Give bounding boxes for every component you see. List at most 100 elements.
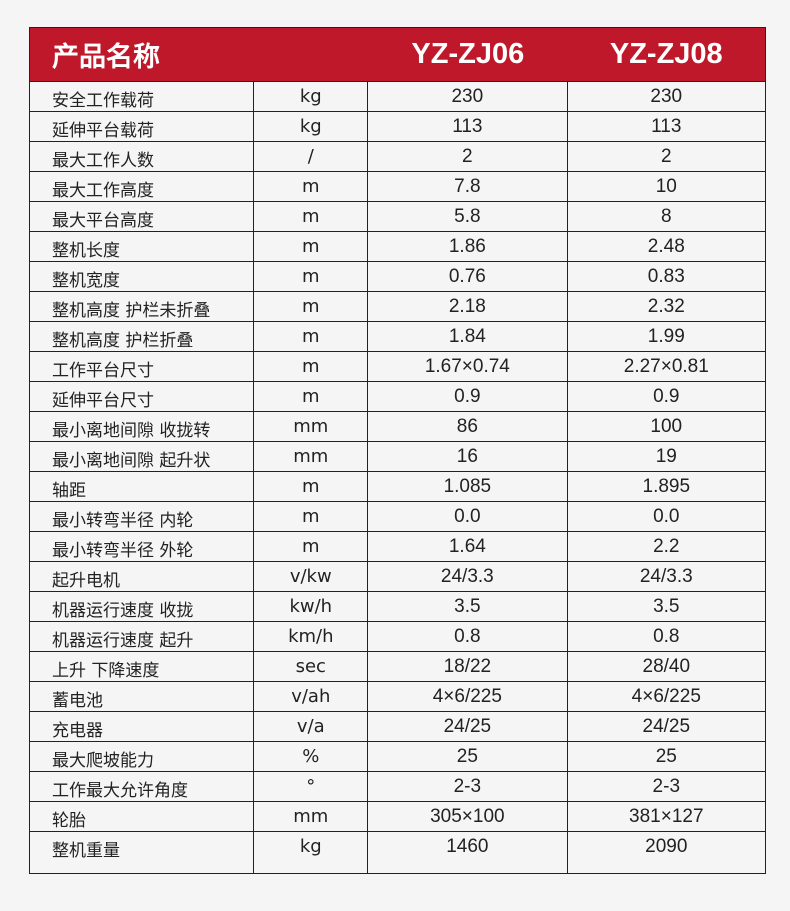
spec-label: 最大工作人数 (30, 142, 255, 171)
spec-value-zj08: 1.99 (647, 326, 685, 347)
spec-unit: v/ah (254, 682, 369, 711)
spec-unit: % (254, 742, 369, 771)
table-row: 最大工作高度 m 7.8 10 (30, 171, 765, 201)
spec-value-zj08: 2 (660, 146, 672, 167)
spec-value-zj06: 4×6/225 (368, 682, 568, 711)
spec-value-zj08: 4×6/225 (631, 686, 701, 707)
spec-value-zj08: 24/25 (642, 716, 691, 737)
table-row: 最小离地间隙 收拢转 mm 86 100 (30, 411, 765, 441)
spec-value-zj06: 3.5 (368, 592, 568, 621)
table-row: 充电器 v/a 24/25 24/25 (30, 711, 765, 741)
spec-unit: m (254, 472, 369, 501)
spec-label: 安全工作载荷 (30, 82, 255, 111)
spec-label: 最小转弯半径 内轮 (30, 502, 255, 531)
spec-value-zj08: 381×127 (629, 806, 704, 827)
spec-value-zj08: 0.0 (653, 506, 680, 527)
spec-value-zj08: 2090 (645, 836, 688, 857)
spec-label: 工作平台尺寸 (30, 352, 255, 381)
spec-value-zj08: 25 (655, 746, 677, 767)
spec-label: 最小离地间隙 起升状 (30, 442, 255, 471)
spec-unit: m (254, 532, 369, 561)
spec-label: 充电器 (30, 712, 255, 741)
spec-value-zj06: 0.0 (368, 502, 568, 531)
table-row: 最小离地间隙 起升状 mm 16 19 (30, 441, 765, 471)
table-row: 整机重量 kg 1460 2090 (30, 831, 765, 873)
spec-unit: m (254, 232, 369, 261)
spec-unit: kg (254, 832, 369, 873)
table-row: 安全工作载荷 kg 230 230 (30, 81, 765, 111)
spec-value-zj06: 24/25 (368, 712, 568, 741)
table-row: 起升电机 v/kw 24/3.3 24/3.3 (30, 561, 765, 591)
spec-value-zj08: 2-3 (652, 776, 681, 797)
spec-label: 最大爬坡能力 (30, 742, 255, 771)
spec-label: 整机高度 护栏未折叠 (30, 292, 255, 321)
spec-value-zj08: 28/40 (642, 656, 691, 677)
spec-unit: / (254, 142, 369, 171)
spec-unit: km/h (254, 622, 369, 651)
table-row: 延伸平台尺寸 m 0.9 0.9 (30, 381, 765, 411)
spec-unit: kw/h (254, 592, 369, 621)
spec-value-zj06: 230 (368, 82, 568, 111)
spec-label: 最大工作高度 (30, 172, 255, 201)
table-row: 整机宽度 m 0.76 0.83 (30, 261, 765, 291)
spec-value-zj06: 16 (368, 442, 568, 471)
spec-unit: m (254, 202, 369, 231)
spec-value-zj06: 2-3 (368, 772, 568, 801)
table-row: 最大爬坡能力% 25 25 (30, 741, 765, 771)
spec-label: 最小离地间隙 收拢转 (30, 412, 255, 441)
spec-value-zj06: 1.86 (368, 232, 568, 261)
spec-label: 整机宽度 (30, 262, 255, 291)
table-row: 轴距 m 1.085 1.895 (30, 471, 765, 501)
table-row: 最大平台高度 m 5.8 8 (30, 201, 765, 231)
spec-unit: m (254, 322, 369, 351)
model-header: YZ-ZJ06 (411, 38, 525, 70)
spec-unit: m (254, 352, 369, 381)
spec-label: 延伸平台尺寸 (30, 382, 255, 411)
spec-value-zj06: 1.085 (368, 472, 568, 501)
table-row: 上升 下降速度 sec 18/22 28/40 (30, 651, 765, 681)
spec-value-zj06: 305×100 (368, 802, 568, 831)
spec-value-zj06: 1.64 (368, 532, 568, 561)
spec-label: 工作最大允许角度 (30, 772, 255, 801)
spec-value-zj06: 0.8 (368, 622, 568, 651)
spec-unit: m (254, 262, 369, 291)
spec-value-zj06: 18/22 (368, 652, 568, 681)
table-row: 最大工作人数/2 2 (30, 141, 765, 171)
spec-value-zj08: 24/3.3 (639, 566, 693, 587)
spec-label: 蓄电池 (30, 682, 255, 711)
spec-value-zj08: 3.5 (653, 596, 680, 617)
table-row: 工作最大允许角度 ° 2-3 2-3 (30, 771, 765, 801)
spec-label: 起升电机 (30, 562, 255, 591)
spec-unit: kg (254, 82, 369, 111)
spec-label: 上升 下降速度 (30, 652, 255, 681)
table-row: 蓄电池 v/ah 4×6/225 4×6/225 (30, 681, 765, 711)
spec-value-zj08: 100 (650, 416, 683, 437)
spec-unit: m (254, 382, 369, 411)
spec-value-zj06: 1.67×0.74 (368, 352, 568, 381)
spec-unit: mm (254, 412, 369, 441)
table-header: 产品名称 YZ-ZJ06 YZ-ZJ08 (30, 28, 765, 81)
spec-value-zj06: 86 (368, 412, 568, 441)
spec-value-zj06: 24/3.3 (368, 562, 568, 591)
table-row: 工作平台尺寸 m 1.67×0.74 2.27×0.81 (30, 351, 765, 381)
spec-unit: v/a (254, 712, 369, 741)
spec-value-zj06: 1460 (368, 832, 568, 873)
spec-value-zj06: 2.18 (368, 292, 568, 321)
spec-unit: ° (254, 772, 369, 801)
spec-value-zj06: 0.9 (368, 382, 568, 411)
spec-label: 轮胎 (30, 802, 255, 831)
table-row: 机器运行速度 收拢 kw/h 3.5 3.5 (30, 591, 765, 621)
spec-value-zj08: 2.2 (653, 536, 680, 557)
spec-value-zj08: 0.83 (647, 266, 685, 287)
spec-unit: kg (254, 112, 369, 141)
spec-value-zj06: 0.76 (368, 262, 568, 291)
spec-label: 最小转弯半径 外轮 (30, 532, 255, 561)
spec-unit: m (254, 502, 369, 531)
spec-unit: v/kw (254, 562, 369, 591)
spec-value-zj06: 113 (368, 112, 568, 141)
spec-label: 机器运行速度 收拢 (30, 592, 255, 621)
spec-value-zj08: 1.895 (642, 476, 691, 497)
spec-value-zj08: 2.27×0.81 (623, 356, 709, 377)
spec-value-zj08: 0.8 (653, 626, 680, 647)
spec-label: 轴距 (30, 472, 255, 501)
